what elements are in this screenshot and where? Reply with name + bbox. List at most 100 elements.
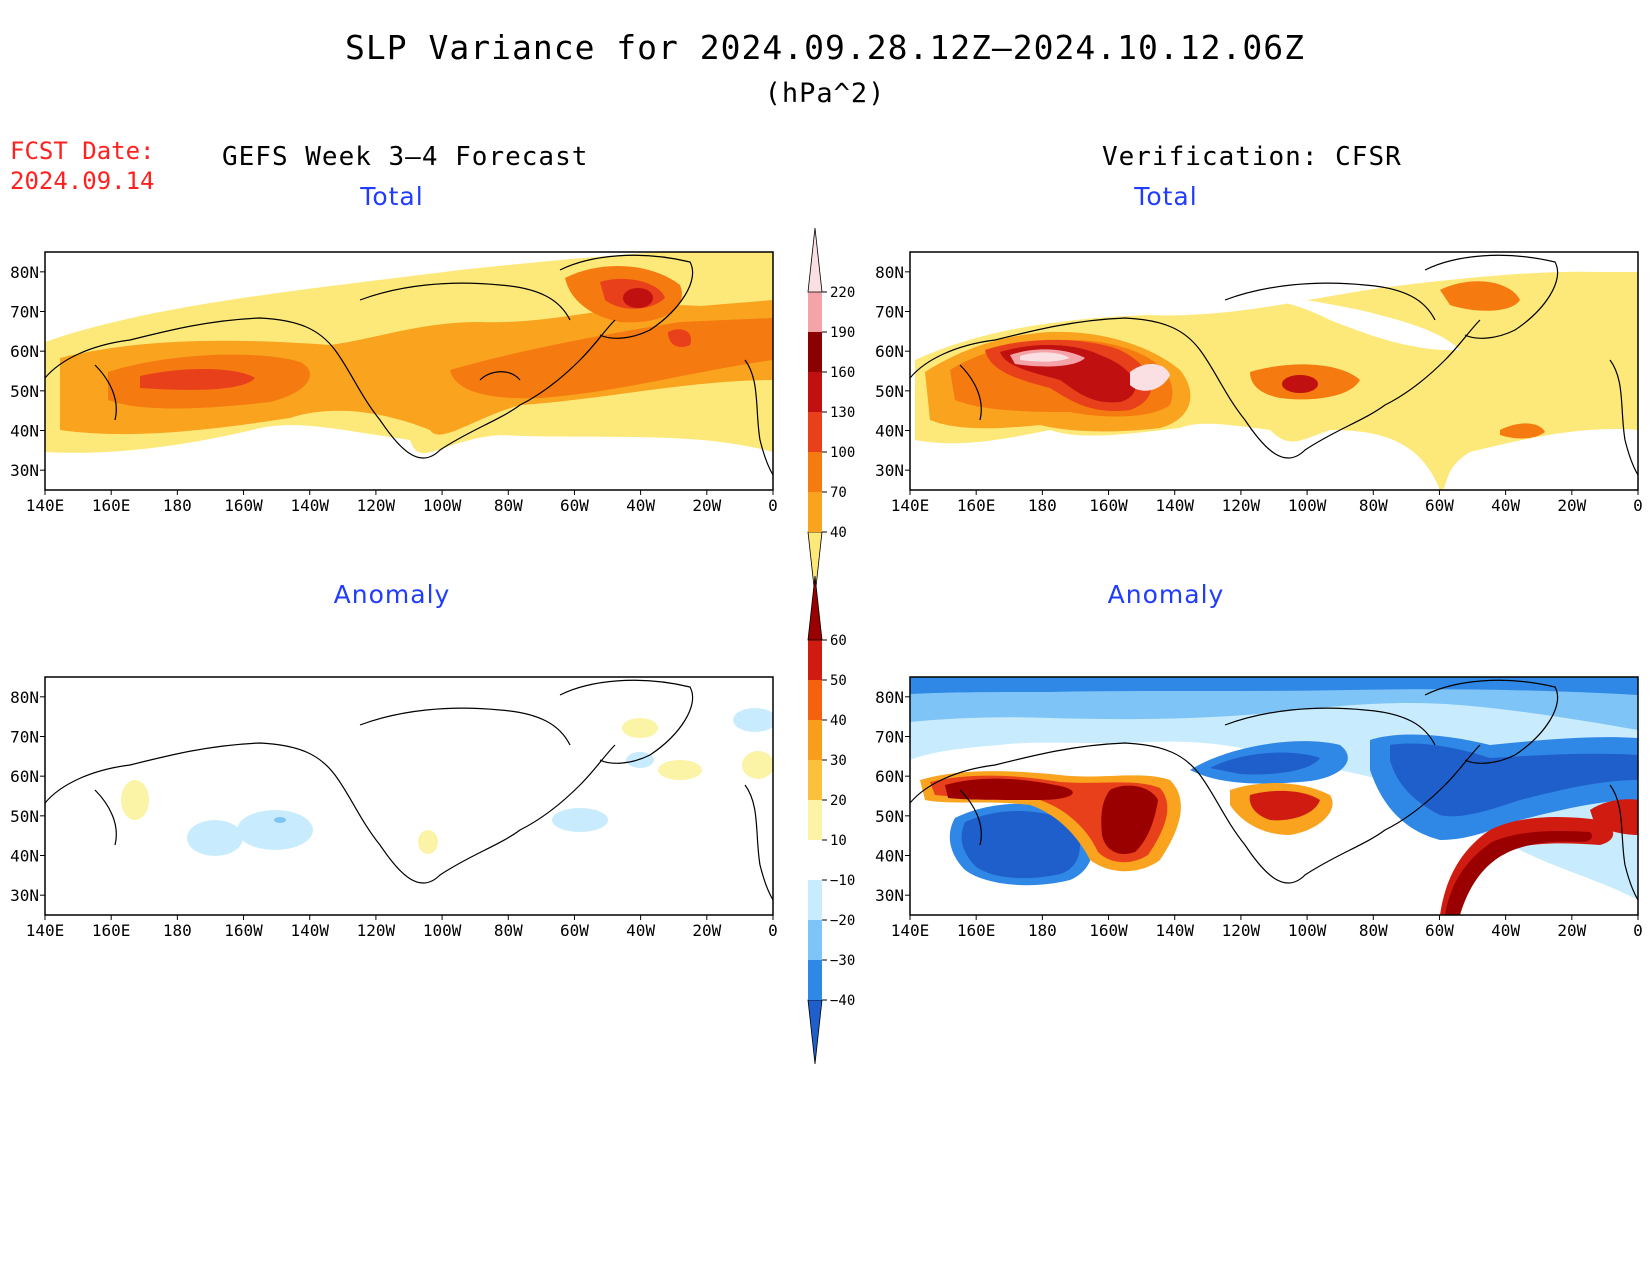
- contour-fill: [668, 329, 691, 348]
- lon-tick-label: 160W: [1089, 921, 1128, 940]
- contour-fill: [1249, 790, 1320, 821]
- lon-tick-label: 0: [768, 496, 778, 515]
- contour-fill: [552, 808, 608, 832]
- colorbar-label: −20: [830, 913, 855, 929]
- colorbar-label: 220: [830, 285, 855, 301]
- colorbar-segment: [808, 760, 822, 800]
- colorbar-segment: [808, 880, 822, 920]
- contour-fill: [1101, 785, 1158, 855]
- lon-tick-label: 120W: [1222, 921, 1261, 940]
- lon-tick-label: 120W: [1222, 496, 1261, 515]
- contour-fill: [121, 780, 149, 820]
- contour-fill: [733, 708, 773, 732]
- colorbar-label: −40: [830, 993, 855, 1009]
- lat-tick-label: 40N: [875, 847, 904, 866]
- colorbar-segment: [807, 227, 823, 293]
- contour-fill: [1590, 799, 1638, 835]
- lat-tick-label: 50N: [10, 382, 39, 401]
- colorbar-label: 50: [830, 673, 847, 689]
- lon-tick-label: 40W: [626, 921, 655, 940]
- colorbar-segment: [808, 332, 822, 372]
- axis-labels: 140E 160E 180 160W 140W 120W 100W 80W 60W 40W 20W 0…: [10, 263, 1643, 940]
- lon-tick-label: 80W: [494, 496, 523, 515]
- map-frame: [44, 251, 774, 491]
- map-frame: [909, 676, 1639, 916]
- lon-tick-label: 40W: [626, 496, 655, 515]
- lon-tick-label: 140W: [1155, 496, 1194, 515]
- lon-tick-label: 160E: [92, 496, 131, 515]
- lat-tick-label: 30N: [10, 461, 39, 480]
- colorbar-label: 160: [830, 365, 855, 381]
- lat-tick-label: 60N: [875, 767, 904, 786]
- forecast-total-map: [44, 251, 774, 491]
- lon-tick-label: 140W: [290, 921, 329, 940]
- map-frame: [44, 676, 774, 916]
- contour-fill: [623, 288, 653, 308]
- colorbar-label: 40: [830, 713, 847, 729]
- lat-tick-label: 60N: [875, 342, 904, 361]
- lat-tick-label: 50N: [10, 807, 39, 826]
- lon-tick-label: 160W: [1089, 496, 1128, 515]
- contour-fill: [237, 810, 313, 850]
- contour-fill: [961, 810, 1080, 879]
- lat-tick-label: 30N: [875, 886, 904, 905]
- forecast-column-heading: GEFS Week 3–4 Forecast: [222, 142, 589, 172]
- colorbar-segment: [808, 452, 822, 492]
- contour-fill: [140, 369, 255, 390]
- lon-tick-label: 0: [1633, 496, 1643, 515]
- lat-tick-label: 60N: [10, 342, 39, 361]
- contour-fill: [945, 778, 1073, 800]
- colorbar-segment: [808, 680, 822, 720]
- colorbar-segment: [808, 640, 822, 680]
- lon-tick-label: 140E: [891, 496, 930, 515]
- contour-fill: [1440, 281, 1520, 311]
- lon-tick-label: 180: [1028, 496, 1057, 515]
- colorbar-label: 40: [830, 525, 847, 541]
- colorbar-segment: [807, 999, 823, 1065]
- lon-tick-label: 140E: [26, 921, 65, 940]
- lon-tick-label: 100W: [423, 921, 462, 940]
- colorbar-segment: [808, 492, 822, 532]
- lat-tick-label: 40N: [875, 422, 904, 441]
- lon-tick-label: 100W: [1288, 921, 1327, 940]
- forecast-date-label: FCST Date: 2024.09.14: [10, 136, 155, 196]
- contour-fill: [742, 751, 773, 779]
- forecast-date-value: 2024.09.14: [10, 167, 155, 195]
- lon-tick-label: 140E: [891, 921, 930, 940]
- contour-fill: [1282, 375, 1318, 393]
- lat-tick-label: 50N: [875, 382, 904, 401]
- lon-tick-label: 140W: [290, 496, 329, 515]
- lat-tick-label: 60N: [10, 767, 39, 786]
- lat-tick-label: 70N: [875, 728, 904, 747]
- lon-tick-label: 40W: [1491, 496, 1520, 515]
- contour-fill: [1500, 423, 1545, 439]
- lat-tick-label: 80N: [875, 263, 904, 282]
- colorbar-segment: [808, 840, 822, 880]
- forecast-date-caption: FCST Date:: [10, 137, 155, 165]
- contour-fill: [626, 752, 654, 768]
- forecast-anomaly-map: [44, 676, 774, 916]
- lon-tick-label: 140W: [1155, 921, 1194, 940]
- colorbar-anomaly: −40 −30 −20 −10 10 20 30 40 50 60: [807, 575, 855, 1065]
- verification-column-heading: Verification: CFSR: [1102, 142, 1402, 172]
- lon-tick-label: 80W: [1359, 496, 1388, 515]
- lat-tick-label: 80N: [10, 263, 39, 282]
- map-frame: [909, 251, 1639, 491]
- lon-tick-label: 60W: [1425, 496, 1454, 515]
- lat-tick-label: 40N: [10, 847, 39, 866]
- colorbar-segment: [808, 960, 822, 1000]
- lon-tick-label: 160W: [224, 496, 263, 515]
- lon-tick-label: 140E: [26, 496, 65, 515]
- lon-tick-label: 60W: [1425, 921, 1454, 940]
- contour-fill: [418, 830, 438, 854]
- lat-tick-label: 30N: [10, 886, 39, 905]
- colorbar-segment: [808, 292, 822, 332]
- lon-tick-label: 0: [1633, 921, 1643, 940]
- contour-fill: [910, 677, 1638, 695]
- lat-tick-label: 70N: [10, 303, 39, 322]
- lat-tick-label: 70N: [875, 303, 904, 322]
- panel-title-verification-anomaly: Anomaly: [1107, 580, 1225, 609]
- lon-tick-label: 120W: [357, 921, 396, 940]
- colorbar-segment: [808, 800, 822, 840]
